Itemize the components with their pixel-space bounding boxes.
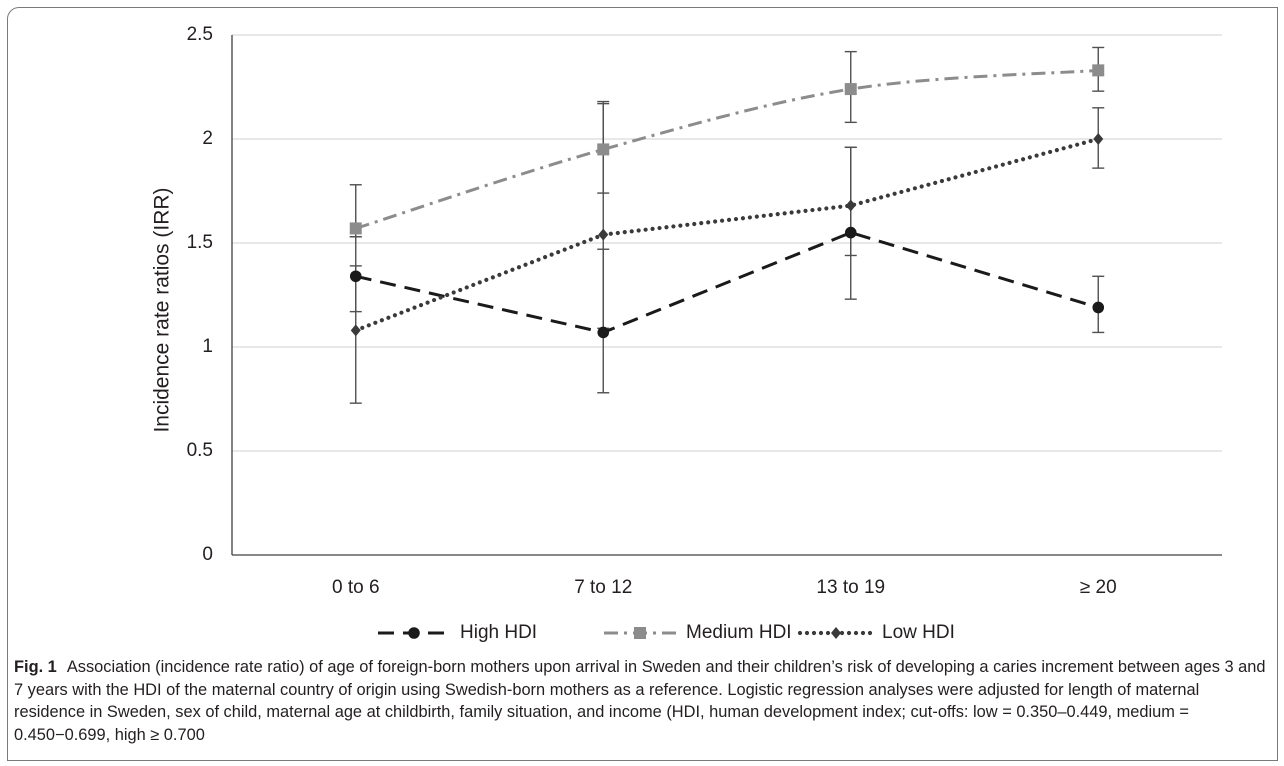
series-medium-hdi <box>349 64 1105 235</box>
data-point <box>844 83 857 96</box>
y-tick-label: 0 <box>202 544 213 565</box>
figure-caption: Fig. 1 Association (incidence rate ratio)… <box>14 656 1272 746</box>
series-line <box>355 231 1099 335</box>
y-tick-label: 1 <box>202 336 213 357</box>
legend-label: Low HDI <box>882 622 955 643</box>
data-point <box>597 143 610 156</box>
figure-frame <box>7 7 1278 761</box>
data-point <box>350 324 361 337</box>
legend: High HDI Medium HDI Low HDI <box>378 622 955 643</box>
data-point <box>845 199 856 212</box>
data-point <box>598 228 609 241</box>
caption-text: Association (incidence rate ratio) of ag… <box>14 658 1266 744</box>
figure-label: Fig. 1 <box>14 658 57 676</box>
data-point <box>597 326 610 339</box>
legend-item-low-hdi: Low HDI <box>797 622 955 643</box>
series-low-hdi <box>350 133 1104 337</box>
error-bars-medium-hdi <box>349 46 1105 238</box>
legend-label: Medium HDI <box>686 622 792 643</box>
chart: 0 0.5 1 1.5 2 2.5 0 to 6 7 to 12 13 to 19 ≥ 20 I… <box>151 24 1222 643</box>
legend-label: High HDI <box>460 622 537 643</box>
x-tick-label: 13 to 19 <box>816 577 885 598</box>
x-tick-label: 0 to 6 <box>332 577 380 598</box>
data-point <box>1093 133 1104 145</box>
data-point <box>349 270 362 283</box>
legend-marker <box>634 627 646 639</box>
y-tick-label: 2.5 <box>187 24 213 45</box>
series-line <box>353 136 1101 333</box>
y-tick-label: 1.5 <box>187 232 213 253</box>
axes <box>231 35 1222 556</box>
legend-marker <box>831 627 841 639</box>
error-bars-high-hdi <box>349 146 1105 394</box>
legend-item-medium-hdi: Medium HDI <box>604 622 792 643</box>
x-tick-labels: 0 to 6 7 to 12 13 to 19 ≥ 20 <box>332 577 1117 598</box>
data-point <box>349 222 362 235</box>
error-bars-low-hdi <box>349 102 1105 404</box>
x-tick-label: 7 to 12 <box>574 577 632 598</box>
series-layer <box>349 46 1105 404</box>
legend-item-high-hdi: High HDI <box>378 622 537 643</box>
data-point <box>1092 64 1105 77</box>
y-tick-labels: 0 0.5 1 1.5 2 2.5 <box>187 24 213 565</box>
x-tick-label: ≥ 20 <box>1080 577 1117 598</box>
y-tick-label: 2 <box>202 128 213 149</box>
series-line <box>355 68 1099 230</box>
data-point <box>844 226 857 239</box>
series-high-hdi <box>349 226 1105 339</box>
y-tick-label: 0.5 <box>187 440 213 461</box>
legend-marker <box>408 627 420 639</box>
gridlines <box>232 34 1222 452</box>
data-point <box>1092 301 1105 314</box>
y-axis-label: Incidence rate ratios (IRR) <box>151 187 174 432</box>
